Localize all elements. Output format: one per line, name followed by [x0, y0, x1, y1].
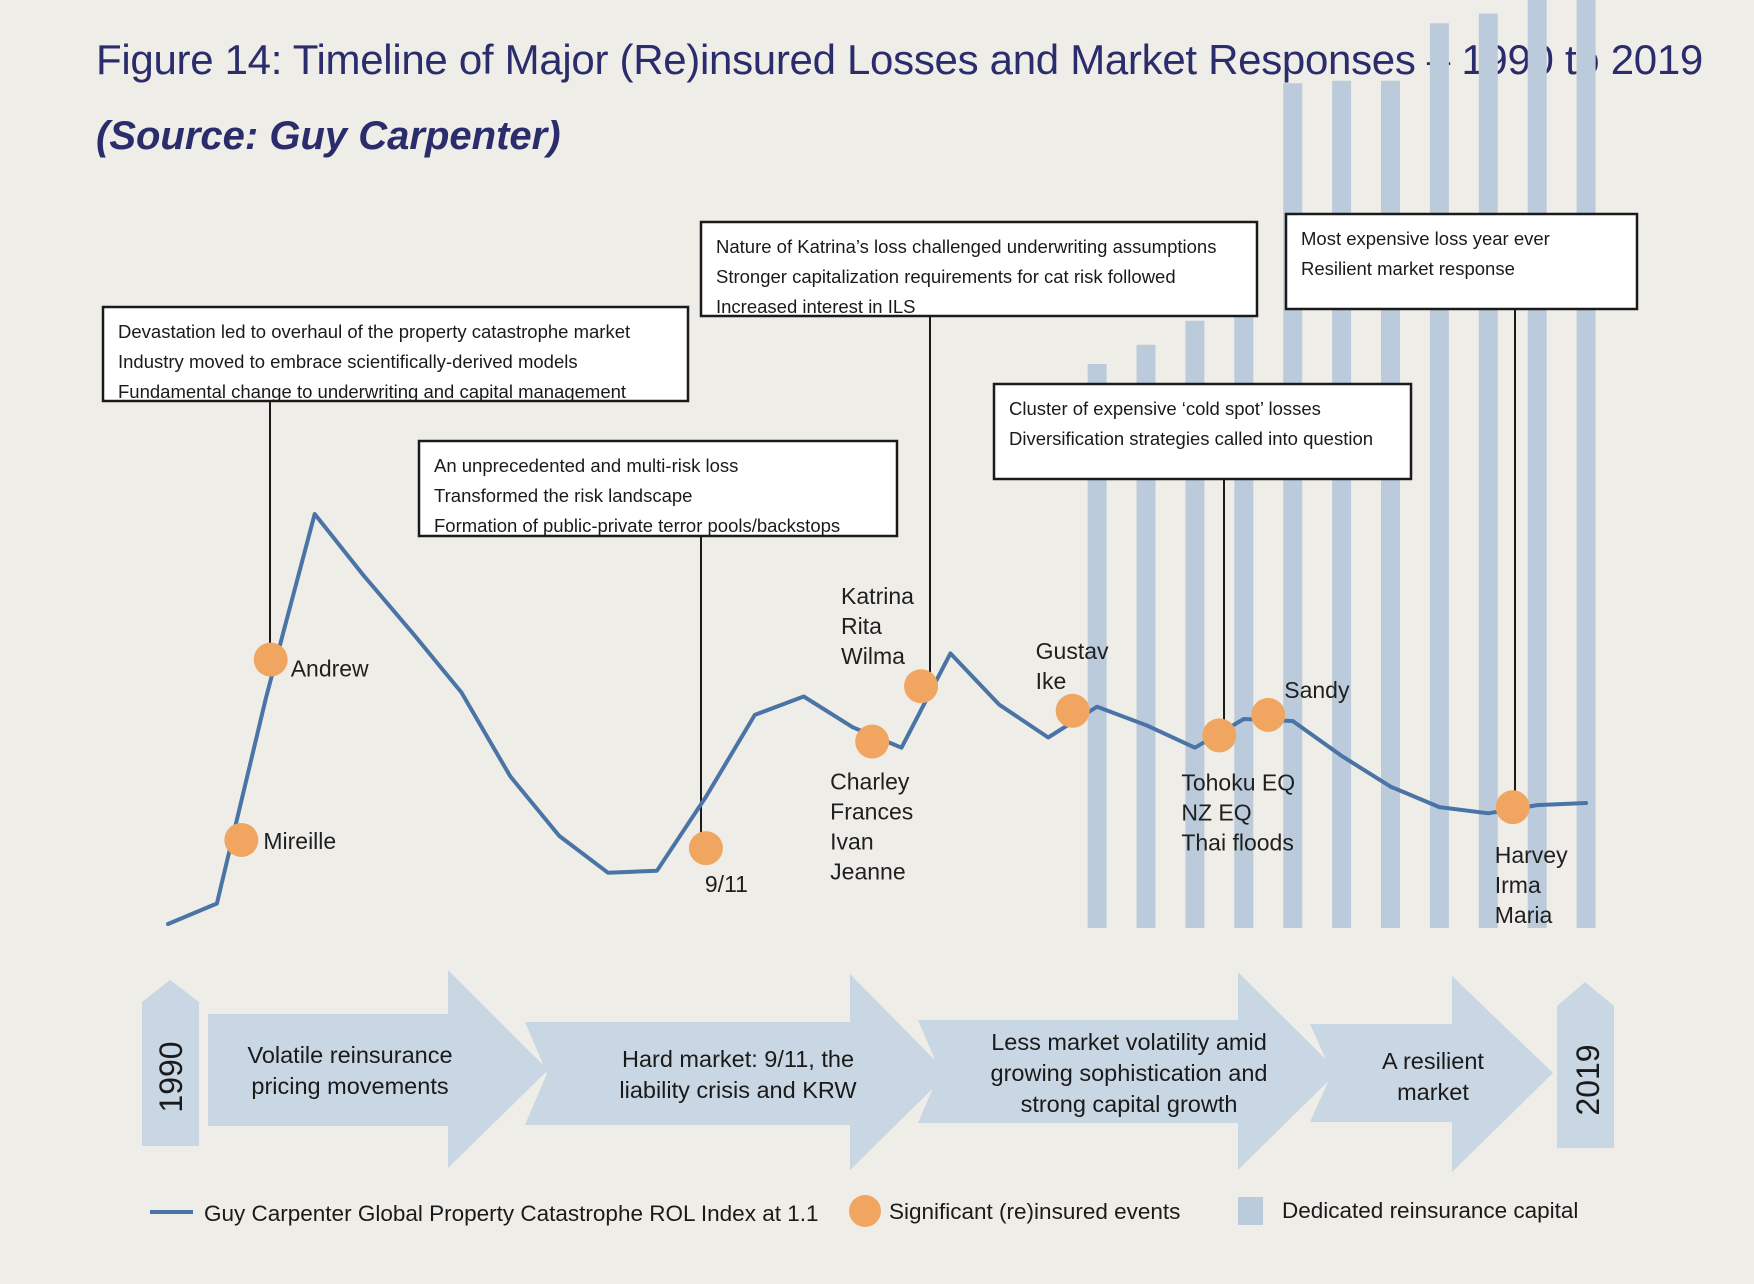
event-marker — [253, 642, 288, 677]
phase-label: strong capital growth — [1021, 1091, 1238, 1117]
annotation-text: Nature of Katrina’s loss challenged unde… — [716, 236, 1216, 257]
phase-label: market — [1397, 1079, 1469, 1105]
end-year-block — [1557, 982, 1614, 1148]
annotation-text: Resilient market response — [1301, 258, 1515, 279]
annotation-box — [101, 305, 690, 403]
event-label-line: Irma — [1495, 872, 1541, 898]
event-label-line: Wilma — [841, 643, 905, 669]
legend: Guy Carpenter Global Property Catastroph… — [150, 1195, 1578, 1227]
event-label-line: Jeanne — [830, 859, 905, 885]
annotation-text: Diversification strategies called into q… — [1009, 428, 1373, 449]
phase-label: Volatile reinsurance — [247, 1042, 452, 1068]
event-label-line: 9/11 — [705, 871, 748, 897]
event-label-line: Katrina — [841, 583, 914, 609]
annotation-boxes: Devastation led to overhaul of the prope… — [101, 212, 1639, 538]
timeline-end-label: 2019 — [1570, 1044, 1606, 1115]
event-markers — [224, 642, 1530, 866]
phase-label: A resilient — [1382, 1048, 1484, 1074]
event-marker — [1495, 790, 1530, 825]
phase-label: Less market volatility amid — [991, 1029, 1267, 1055]
capital-bar — [1527, 0, 1547, 928]
event-marker — [1202, 718, 1237, 753]
event-label-line: NZ EQ — [1181, 799, 1251, 825]
event-label-line: Ivan — [830, 829, 873, 855]
event-marker — [904, 669, 939, 704]
annotation-text: Industry moved to embrace scientifically… — [118, 351, 578, 372]
start-year-block — [142, 980, 199, 1146]
legend-label-events: Significant (re)insured events — [889, 1199, 1180, 1224]
capital-bar — [1087, 364, 1107, 928]
event-marker — [1251, 697, 1286, 732]
annotation-text: Devastation led to overhaul of the prope… — [118, 321, 630, 342]
event-label: Harvey Irma Maria — [1495, 842, 1568, 928]
event-label-line: Charley — [830, 769, 910, 795]
event-label-line: Harvey — [1495, 842, 1568, 868]
phase-label: pricing movements — [251, 1073, 448, 1099]
event-label-line: Maria — [1495, 902, 1553, 928]
annotation-text: Stronger capitalization requirements for… — [716, 266, 1176, 287]
annotation-text: Formation of public-private terror pools… — [434, 515, 840, 536]
legend-dot-swatch — [849, 1195, 881, 1227]
event-label-line: Sandy — [1284, 677, 1350, 703]
legend-label-capital: Dedicated reinsurance capital — [1282, 1198, 1578, 1223]
annotation-box — [992, 382, 1413, 481]
source-note: (Source: Guy Carpenter) — [96, 114, 561, 158]
phase-label: Hard market: 9/11, the — [622, 1046, 854, 1072]
annotation-leader-lines — [269, 309, 1516, 849]
phase-arrow — [1310, 976, 1553, 1172]
phase-arrow — [208, 970, 548, 1168]
annotation-text: An unprecedented and multi-risk loss — [434, 455, 738, 476]
capital-bar — [1283, 83, 1303, 928]
annotation-text: Cluster of expensive ‘cold spot’ losses — [1009, 398, 1321, 419]
event-marker — [1055, 693, 1090, 728]
annotation-box — [699, 220, 1259, 318]
event-marker — [855, 724, 890, 759]
phase-timeline: 1990 2019 Volatile reinsurance pricing move… — [142, 970, 1614, 1172]
event-labels: Mireille Andrew 9/11 Charley Frances Ivan Jean… — [263, 583, 1568, 928]
event-label: Sandy — [1284, 677, 1350, 703]
event-label-line: Ike — [1036, 668, 1067, 694]
capital-bar — [1478, 13, 1498, 929]
event-label: Charley Frances Ivan Jeanne — [830, 769, 913, 885]
event-label: Tohoku EQ NZ EQ Thai floods — [1181, 769, 1295, 855]
event-label-line: Gustav — [1036, 638, 1109, 664]
annotation-text: Most expensive loss year ever — [1301, 228, 1550, 249]
phase-label: growing sophistication and — [991, 1060, 1268, 1086]
capital-bar — [1332, 80, 1352, 929]
event-label: Gustav Ike — [1036, 638, 1109, 694]
event-label: Mireille — [263, 828, 336, 854]
annotation-box — [417, 439, 899, 538]
event-label: Andrew — [291, 656, 369, 682]
event-label-line: Andrew — [291, 656, 369, 682]
phase-arrow — [918, 972, 1338, 1170]
event-label-line: Mireille — [263, 828, 336, 854]
annotation-text: Transformed the risk landscape — [434, 485, 692, 506]
legend-label-rol: Guy Carpenter Global Property Catastroph… — [204, 1201, 819, 1226]
capital-bar — [1576, 0, 1596, 929]
annotation-box — [1284, 212, 1639, 311]
event-label: Katrina Rita Wilma — [841, 583, 914, 669]
phase-label: liability crisis and KRW — [619, 1077, 857, 1103]
event-marker — [688, 831, 723, 866]
phase-arrow — [525, 974, 948, 1170]
annotation-text: Increased interest in ILS — [716, 296, 916, 317]
legend-bar-swatch — [1238, 1197, 1263, 1225]
event-label-line: Frances — [830, 799, 913, 825]
event-label-line: Tohoku EQ — [1181, 769, 1295, 795]
timeline-start-label: 1990 — [153, 1041, 189, 1112]
capital-bar — [1136, 344, 1156, 928]
event-label-line: Rita — [841, 613, 882, 639]
event-marker — [224, 822, 259, 857]
capital-bar — [1381, 80, 1400, 929]
event-label-line: Thai floods — [1181, 829, 1294, 855]
capital-bar — [1429, 23, 1449, 928]
event-label: 9/11 — [705, 871, 748, 897]
annotation-text: Fundamental change to underwriting and c… — [118, 381, 626, 402]
